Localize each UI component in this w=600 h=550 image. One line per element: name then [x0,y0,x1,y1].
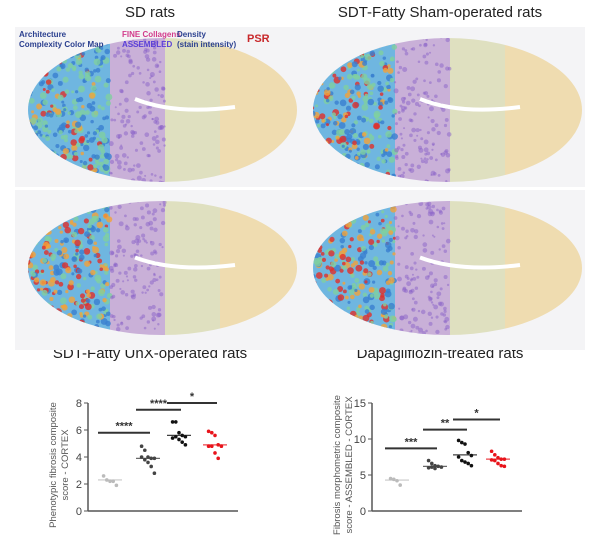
data-point [489,449,494,454]
significance-label: *** [405,436,419,448]
data-point [183,443,188,447]
y-tick-label: 8 [76,398,82,410]
data-point [170,436,175,440]
histology-image-unx [15,190,300,350]
data-point [170,420,175,424]
kidney-section [28,201,297,335]
y-tick-label: 2 [76,479,82,491]
data-point [206,444,211,449]
label-fine-collagens: FINE Collagens ASSEMBLED [122,30,181,49]
data-point [180,440,184,444]
label-architecture: Architecture Complexity Color Map [19,30,104,49]
data-point [426,458,431,463]
data-point [433,466,437,471]
label-psr: PSR [247,33,270,45]
y-tick-label: 10 [354,434,366,446]
data-point [496,461,500,466]
data-point [216,456,220,461]
data-point [466,450,471,455]
data-point [469,463,474,468]
data-point [174,434,178,439]
significance-label: **** [150,398,168,410]
data-point [108,479,112,484]
data-point [146,460,150,465]
data-point [463,460,467,464]
data-point [146,455,150,459]
data-point [105,478,109,482]
data-point [392,477,396,482]
data-point [502,457,507,461]
data-point [210,430,214,435]
data-point [456,438,461,443]
data-point [493,453,497,457]
label-density: Density (stain intensity) [177,30,237,49]
data-point [213,451,217,455]
y-tick-label: 0 [76,506,82,518]
data-point [469,453,474,458]
panel-title-sd: SD rats [124,4,175,21]
data-point [460,458,464,463]
data-point [460,440,464,445]
histology-image-dapa [300,190,585,350]
data-point [398,483,403,487]
kidney-section [313,38,582,182]
data-point [499,457,504,461]
kidney-section [313,201,582,335]
data-point [496,455,500,460]
data-point [219,444,224,449]
data-point [111,479,115,484]
data-point [430,461,434,466]
data-point [174,420,178,424]
data-point [493,458,497,463]
data-point [177,430,181,435]
data-point [143,448,147,453]
significance-label: **** [115,421,133,433]
y-tick-label: 4 [76,452,82,464]
data-point [206,429,211,434]
data-point [177,437,181,442]
data-point [143,457,147,462]
data-point [456,455,461,459]
data-point [180,433,184,438]
significance-label: * [190,391,195,403]
data-point [426,466,431,470]
data-point [139,444,144,449]
data-point [183,434,188,439]
kidney-section [28,38,297,182]
histology-image-sham [300,27,585,187]
data-point [149,464,153,469]
histology-image-sd: Architecture Complexity Color Map FINE Co… [15,27,300,187]
data-point [152,471,157,476]
y-tick-label: 5 [360,470,366,482]
data-point [436,464,441,469]
data-point [152,456,157,461]
y-tick-label: 0 [360,506,366,518]
y-axis-label: Fibrosis morphometric compositescore - A… [332,395,355,535]
data-point [439,465,444,469]
data-point [149,456,153,461]
data-point [502,464,507,469]
y-axis-label: Phenotypic fibrosis compositescore - COR… [48,402,71,528]
data-point [101,474,106,478]
data-point [499,463,504,468]
significance-label: * [474,408,479,420]
significance-label: ** [441,418,450,430]
panel-title-sham: SDT-Fatty Sham-operated rats [337,4,543,21]
data-point [466,461,471,466]
data-point [395,478,399,483]
data-point [489,458,494,462]
data-point [139,455,144,459]
data-point [388,476,393,481]
data-point [213,433,217,438]
data-point [210,444,214,449]
data-point [433,463,437,468]
data-point [114,483,119,488]
data-point [430,465,434,469]
y-tick-label: 15 [354,398,366,410]
data-point [463,442,467,446]
y-tick-label: 6 [76,425,82,437]
data-point [216,443,220,447]
